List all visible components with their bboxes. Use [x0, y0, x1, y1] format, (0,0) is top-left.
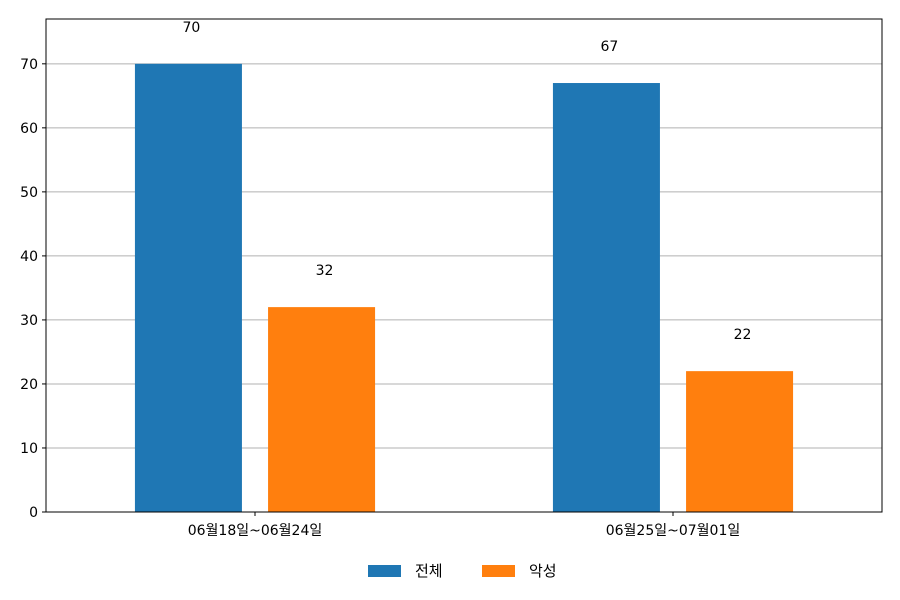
bar — [268, 307, 376, 512]
y-tick-label: 50 — [20, 185, 38, 201]
legend-swatch — [368, 565, 401, 577]
data-label: 70 — [183, 20, 201, 36]
y-tick-label: 10 — [20, 441, 38, 457]
data-label: 22 — [734, 327, 752, 343]
y-tick-label: 60 — [20, 121, 38, 137]
y-tick-label: 0 — [29, 505, 38, 521]
y-tick-label: 70 — [20, 57, 38, 73]
x-axis: 06월18일~06월24일 06월25일~07월01일 — [188, 512, 741, 539]
legend-swatch — [482, 565, 515, 577]
data-labels: 70 32 67 22 — [183, 20, 752, 343]
y-tick-label: 30 — [20, 313, 38, 329]
bar — [686, 371, 794, 512]
bar — [134, 63, 242, 513]
x-tick-label: 06월25일~07월01일 — [606, 523, 741, 539]
y-tick-label: 40 — [20, 249, 38, 265]
legend-label: 악성 — [529, 562, 557, 580]
y-axis: 0 10 20 30 40 50 60 70 — [20, 57, 46, 521]
data-label: 67 — [601, 39, 619, 55]
bar — [552, 83, 660, 512]
y-tick-label: 20 — [20, 377, 38, 393]
data-label: 32 — [316, 263, 334, 279]
plot-frame — [45, 18, 883, 513]
legend-label: 전체 — [415, 562, 443, 580]
legend: 전체 악성 — [368, 562, 557, 580]
x-tick-label: 06월18일~06월24일 — [188, 523, 323, 539]
bars — [134, 63, 794, 513]
